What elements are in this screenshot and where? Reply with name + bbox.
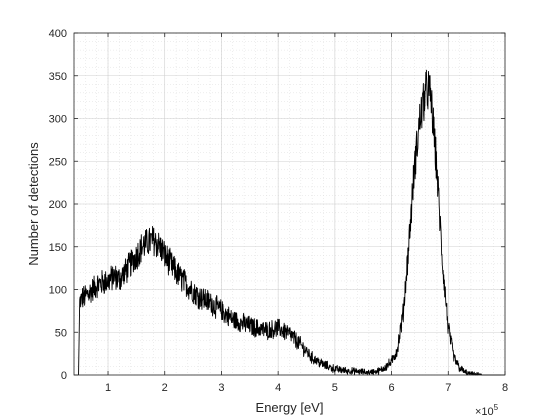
x-tick-label: 6 (389, 382, 395, 394)
x-tick-labels: 1 2 3 4 5 6 7 8 (105, 382, 508, 394)
y-tick-label: 400 (49, 28, 67, 40)
y-axis-label: Number of detections (26, 142, 41, 266)
x-tick-label: 5 (332, 382, 338, 394)
y-tick-labels: 0 50 100 150 200 250 300 350 400 (49, 28, 67, 382)
x-axis-label: Energy [eV] (256, 400, 324, 415)
y-tick-label: 150 (49, 242, 67, 254)
y-tick-label: 100 (49, 285, 67, 297)
x-tick-label: 7 (445, 382, 451, 394)
x-axis-exponent: ×105 (475, 403, 499, 418)
x-tick-label: 3 (218, 382, 224, 394)
x-axis-exponent-power: 5 (494, 403, 499, 412)
x-tick-label: 8 (502, 382, 508, 394)
y-tick-label: 0 (61, 370, 67, 382)
x-tick-label: 2 (162, 382, 168, 394)
y-tick-label: 300 (49, 114, 67, 126)
y-tick-label: 50 (55, 327, 67, 339)
x-tick-label: 4 (275, 382, 281, 394)
series-line (78, 69, 506, 376)
y-tick-label: 250 (49, 156, 67, 168)
x-axis-exponent-base: ×10 (475, 406, 494, 418)
x-tick-label: 1 (105, 382, 111, 394)
y-tick-label: 200 (49, 199, 67, 211)
axis-ticks (74, 32, 506, 376)
y-tick-label: 350 (49, 71, 67, 83)
